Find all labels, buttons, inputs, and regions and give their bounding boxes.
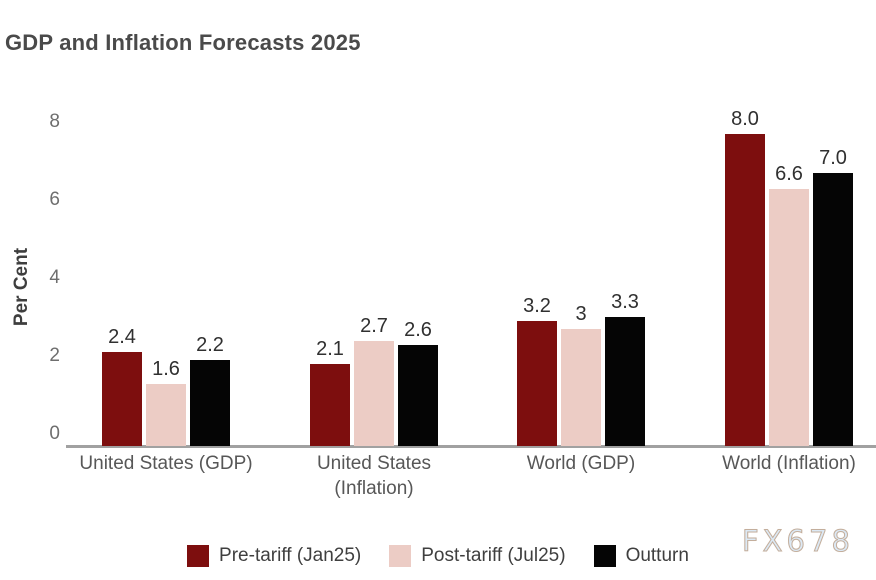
value-label: 2.4 [108, 326, 136, 349]
value-label: 3 [575, 303, 587, 325]
value-label: 2.1 [316, 338, 344, 361]
y-tick-label: 6 [49, 189, 60, 210]
bar-outturn [605, 317, 645, 446]
legend-item: Post-tariff (Jul25) [389, 545, 566, 567]
category-label: World (GDP) [526, 453, 636, 474]
legend-item: Outturn [593, 545, 689, 567]
bar-pre-tariff-jan25 [725, 134, 765, 446]
legend-swatch-icon [389, 545, 412, 567]
y-tick-label: 4 [49, 267, 60, 288]
value-label: 6.6 [775, 162, 803, 185]
value-label: 2.7 [360, 314, 388, 337]
bar-post-tariff-jul25 [146, 383, 186, 446]
legend-swatch-icon [593, 545, 616, 567]
bar-outturn [398, 344, 438, 446]
chart-title: GDP and Inflation Forecasts 2025 [5, 30, 361, 55]
legend-label: Pre-tariff (Jan25) [219, 545, 362, 566]
value-label: 3.3 [611, 291, 639, 314]
value-label: 7.0 [819, 147, 847, 169]
bar-pre-tariff-jan25 [102, 352, 142, 446]
y-tick-label: 2 [49, 345, 60, 366]
y-tick-label: 0 [49, 423, 60, 444]
bar-pre-tariff-jan25 [310, 364, 350, 446]
value-label: 1.6 [152, 357, 180, 380]
x-axis-line [66, 445, 876, 448]
y-tick-label: 8 [49, 111, 60, 132]
legend-item: Pre-tariff (Jan25) [187, 545, 361, 567]
category-label: United States (Inflation) [316, 453, 432, 499]
legend-label: Post-tariff (Jul25) [421, 545, 566, 566]
value-label: 2.2 [196, 334, 224, 357]
value-label: 2.6 [404, 318, 432, 341]
legend-swatch-icon [187, 545, 210, 567]
legend: Pre-tariff (Jan25) Post-tariff (Jul25) Out… [0, 545, 876, 567]
legend-label: Outturn [625, 545, 689, 566]
bar-post-tariff-jul25 [561, 329, 601, 446]
bar-pre-tariff-jan25 [517, 321, 557, 446]
bar-post-tariff-jul25 [354, 340, 394, 446]
bar-outturn [813, 173, 853, 446]
bar-post-tariff-jul25 [769, 188, 809, 446]
bar-outturn [190, 360, 230, 446]
value-label: 8.0 [731, 108, 759, 130]
category-label: World (Inflation) [722, 453, 856, 474]
category-label: United States (GDP) [79, 453, 253, 474]
value-label: 3.2 [523, 295, 551, 318]
watermark: FX678 [742, 524, 854, 559]
